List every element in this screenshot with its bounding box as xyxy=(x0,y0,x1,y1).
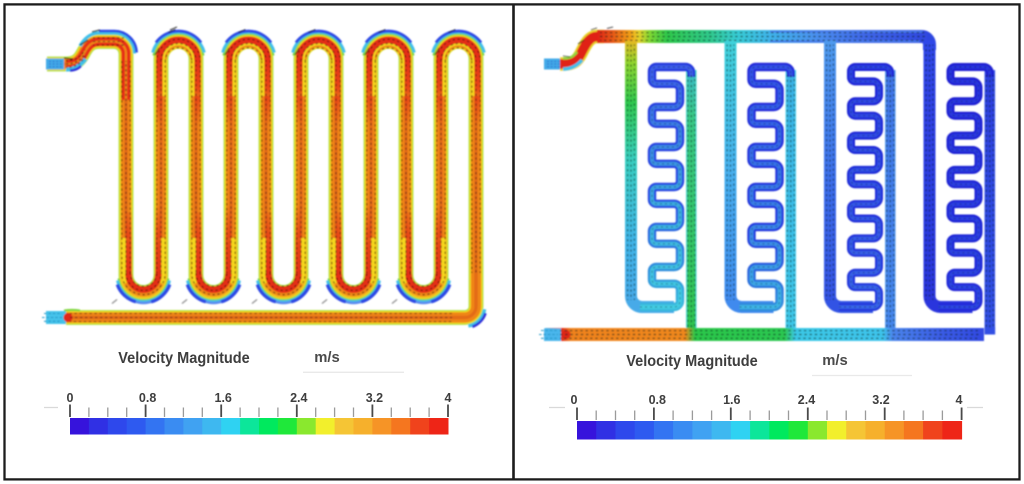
svg-text:0.8: 0.8 xyxy=(139,391,156,405)
svg-text:3.2: 3.2 xyxy=(872,393,889,407)
svg-text:2.4: 2.4 xyxy=(798,393,815,407)
svg-text:4: 4 xyxy=(956,393,963,407)
svg-text:1.6: 1.6 xyxy=(723,393,740,407)
svg-text:m/s: m/s xyxy=(314,349,340,366)
svg-text:0: 0 xyxy=(571,393,578,407)
svg-text:1.6: 1.6 xyxy=(215,391,232,405)
svg-text:Velocity Magnitude: Velocity Magnitude xyxy=(118,350,250,367)
svg-text:2.4: 2.4 xyxy=(290,391,307,405)
svg-text:3.2: 3.2 xyxy=(366,391,383,405)
svg-text:m/s: m/s xyxy=(822,352,848,369)
svg-text:Velocity Magnitude: Velocity Magnitude xyxy=(626,353,758,370)
svg-text:0: 0 xyxy=(67,391,74,405)
svg-text:4: 4 xyxy=(445,391,452,405)
svg-text:0.8: 0.8 xyxy=(649,393,666,407)
